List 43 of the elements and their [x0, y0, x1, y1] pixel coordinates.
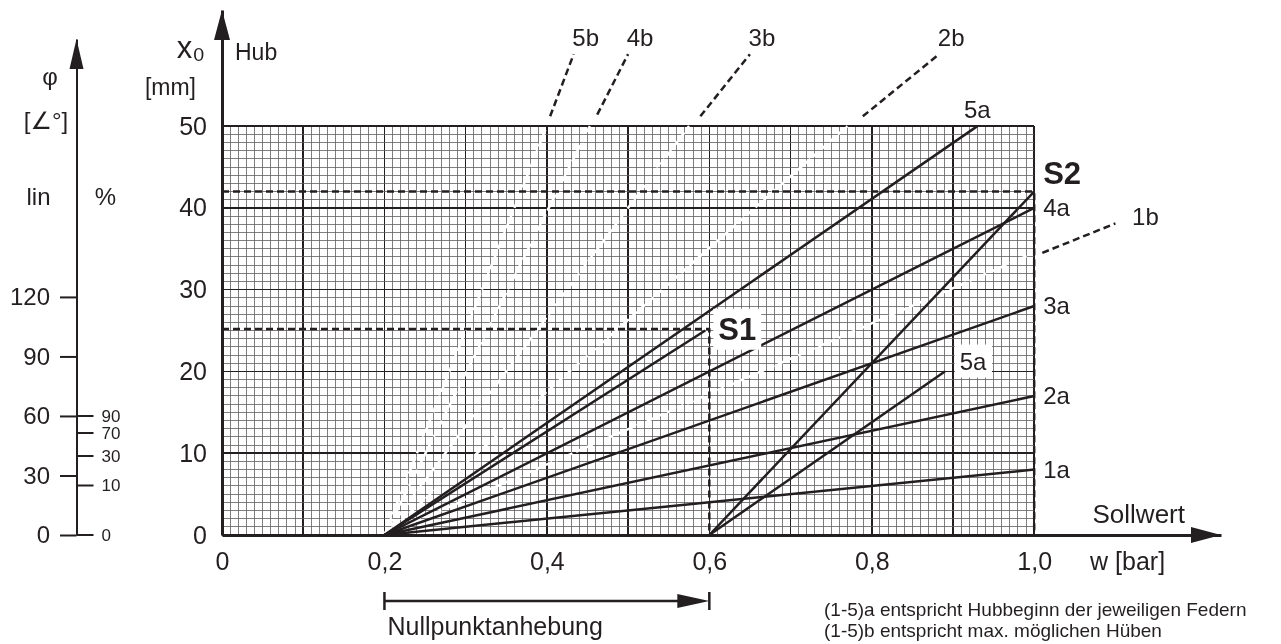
series-label: 2a [1043, 382, 1071, 410]
text: Nullpunktanhebung [387, 611, 603, 640]
text: lin [26, 183, 51, 211]
text: (1-5)b entspricht max. möglichen Hüben [824, 619, 1162, 641]
y-tick-label: 40 [179, 193, 207, 222]
series-label: 5a [963, 95, 992, 123]
series-label: 1b [1132, 203, 1159, 231]
text: 10 [101, 476, 121, 496]
y-tick-label: 30 [179, 275, 207, 304]
text: 70 [101, 423, 121, 443]
y-tick-label: 10 [179, 438, 207, 467]
series-label: 5b [572, 23, 600, 51]
series-label: 4a [1043, 194, 1071, 222]
y-axis-title: x₀ [mm] [144, 30, 205, 100]
y-tick-label: 20 [179, 356, 207, 385]
y2-tick-label: 120 [9, 283, 50, 311]
y2-tick-label: 0 [36, 521, 50, 549]
y2-tick-label: 60 [23, 402, 50, 430]
text: 30 [101, 446, 121, 466]
text: 90 [101, 406, 121, 426]
x-tick-label: 0,8 [854, 546, 890, 575]
series-label: 2b [937, 23, 965, 51]
series-label: 3a [1043, 292, 1071, 320]
series-label: 1a [1043, 455, 1071, 483]
y-tick-label: 50 [179, 111, 207, 140]
y2-axis-title: φ [∠°] [23, 63, 69, 135]
annotation: Hub [235, 39, 278, 66]
series-label: 3b [748, 23, 776, 51]
text: (1-5)a entspricht Hubbeginn der jeweiligen Federn [824, 598, 1247, 620]
x-axis-title: w [bar] [1089, 546, 1166, 575]
y2-tick-label: 90 [23, 342, 50, 370]
x-tick-label: 1,0 [1017, 546, 1053, 575]
x-tick-label: 0 [215, 546, 230, 575]
x-tick-label: 0,4 [530, 546, 565, 575]
annotation: Sollwert [1092, 499, 1186, 530]
text: % [94, 183, 117, 211]
text: 0 [101, 525, 111, 545]
y-tick-label: 0 [193, 520, 207, 549]
annotation: S2 [1043, 156, 1082, 192]
series-label: 4b [626, 23, 654, 51]
x-tick-label: 0,2 [367, 546, 403, 575]
x-tick-label: 0,6 [692, 546, 728, 575]
y2-tick-label: 30 [23, 461, 50, 489]
